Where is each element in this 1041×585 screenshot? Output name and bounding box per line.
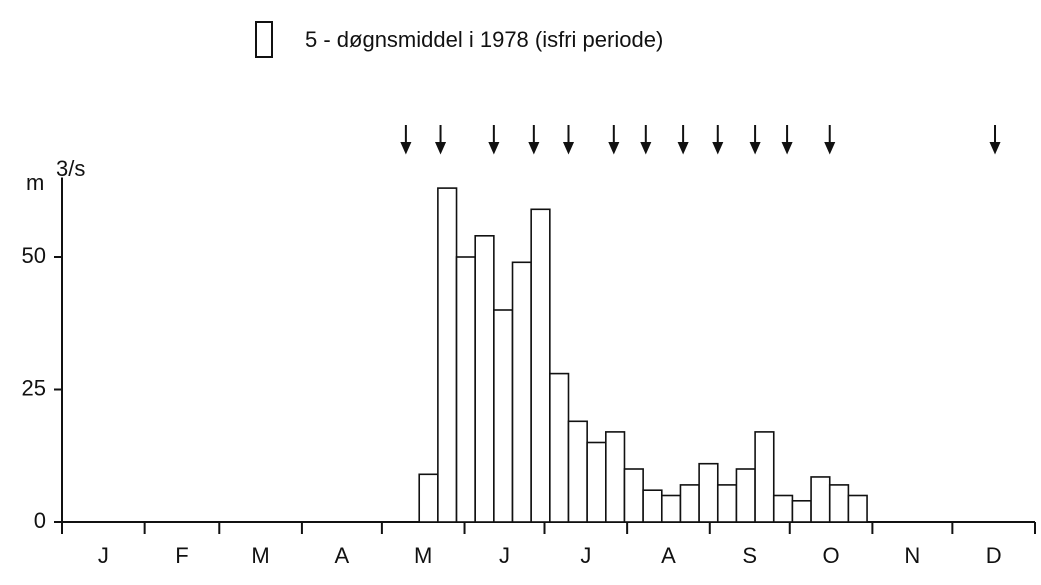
bar (642, 489, 663, 523)
bar (493, 309, 514, 523)
bar (698, 462, 719, 523)
sample-arrow (400, 125, 412, 155)
sample-arrow (749, 125, 761, 155)
bar (623, 468, 644, 523)
bar (437, 187, 458, 523)
y-axis-unit-super: 3/s (56, 156, 85, 181)
sample-arrow (640, 125, 652, 155)
bar (605, 431, 626, 523)
month-label: A (661, 543, 676, 568)
sample-arrow (528, 125, 540, 155)
bar (810, 476, 831, 523)
month-label: D (986, 543, 1002, 568)
bar (679, 484, 700, 523)
month-label: J (98, 543, 109, 568)
month-label: A (335, 543, 350, 568)
bar (847, 494, 868, 523)
y-tick-label: 0 (34, 508, 46, 533)
bar (455, 256, 476, 523)
month-label: S (742, 543, 757, 568)
bar (716, 484, 738, 523)
bar (474, 235, 495, 523)
sample-arrow (824, 125, 836, 155)
legend-label: 5 - døgnsmiddel i 1978 (isfri periode) (305, 27, 663, 52)
bar (772, 494, 794, 523)
bar (530, 208, 551, 523)
sample-arrow (712, 125, 724, 155)
month-label: M (251, 543, 269, 568)
bar (828, 484, 850, 523)
sample-arrow (781, 125, 793, 155)
bar (511, 261, 532, 523)
bar (549, 372, 570, 523)
bar (660, 494, 682, 523)
sample-arrow (488, 125, 500, 155)
month-label: J (499, 543, 510, 568)
y-tick-label: 25 (22, 375, 46, 400)
sample-arrow (608, 125, 620, 155)
sample-arrow (989, 125, 1001, 155)
month-label: O (823, 543, 840, 568)
legend-swatch (255, 21, 273, 58)
bar (418, 473, 439, 523)
sample-arrow (677, 125, 689, 155)
bar (791, 499, 812, 523)
sample-arrow (562, 125, 575, 155)
bar (567, 420, 588, 523)
month-label: N (904, 543, 920, 568)
bar (586, 441, 607, 523)
y-tick-label: 50 (22, 243, 46, 268)
bar (735, 468, 756, 523)
bar (754, 431, 775, 523)
y-axis-unit: m (26, 170, 44, 195)
month-label: J (580, 543, 591, 568)
month-label: F (175, 543, 188, 568)
sample-arrow (434, 125, 447, 155)
month-label: M (414, 543, 432, 568)
